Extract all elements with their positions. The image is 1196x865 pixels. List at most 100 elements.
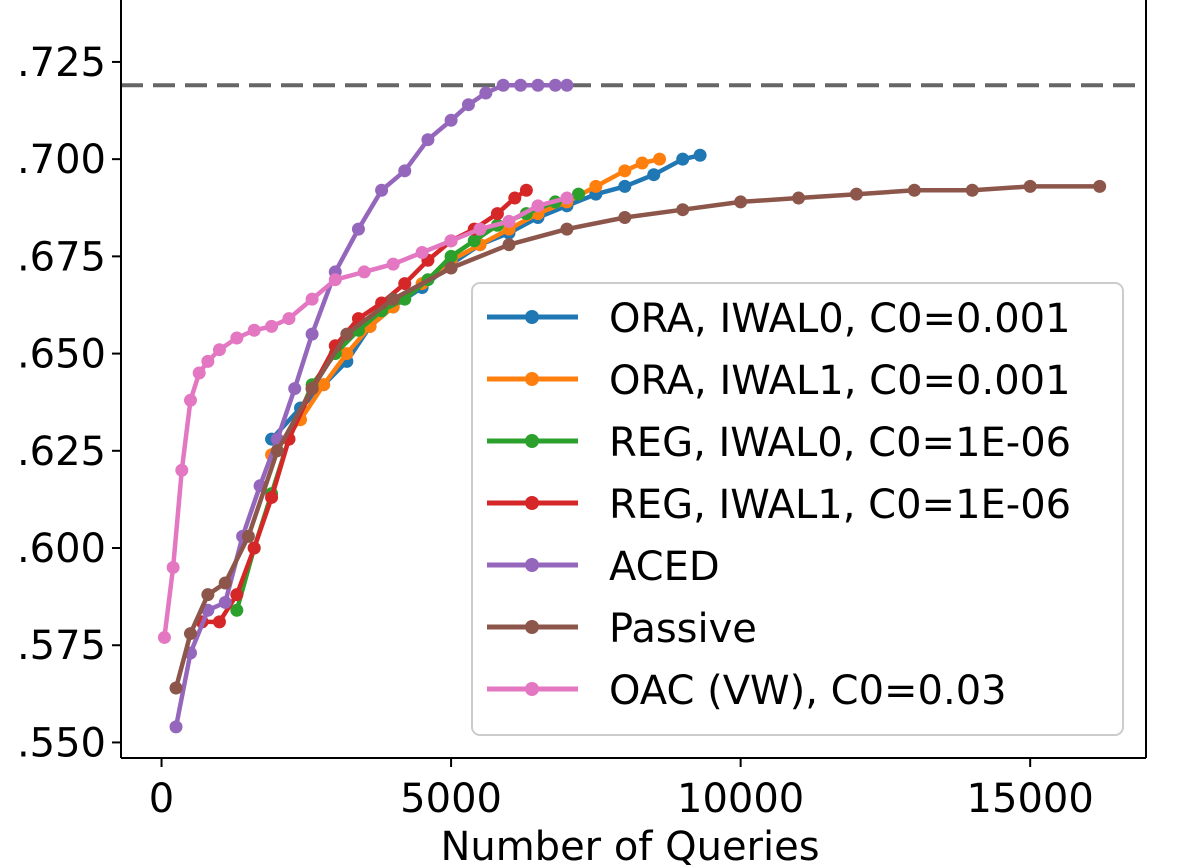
y-tick-label: .700 [17,137,106,183]
data-point [693,148,707,162]
data-point [508,191,522,205]
data-point [548,78,562,92]
data-point [421,133,435,147]
data-point [653,152,667,166]
data-point [560,191,574,205]
data-point [241,529,255,543]
data-point [183,393,197,407]
legend-swatch-marker [525,620,539,634]
data-point [571,187,585,201]
y-tick-label: .725 [17,40,106,86]
legend-swatch-marker [525,558,539,572]
data-point [340,327,354,341]
data-point [230,588,244,602]
legend-label: ORA, IWAL1, C0=0.001 [609,358,1071,404]
data-point [792,191,806,205]
data-point [473,222,487,236]
data-point [444,113,458,127]
data-point [496,78,510,92]
data-point [676,203,690,217]
data-point [247,541,261,555]
data-point [676,152,690,166]
data-point [212,615,226,629]
data-point [230,331,244,345]
series-line [269,156,662,457]
plot-content [121,78,1146,734]
y-tick-label: .575 [17,623,106,669]
data-point [169,720,183,734]
legend-item: Passive [487,606,757,652]
data-point [502,238,516,252]
legend-item: REG, IWAL1, C0=1E-06 [487,482,1071,528]
series-7 [157,191,574,644]
legend-label: OAC (VW), C0=0.03 [609,668,1007,714]
data-point [169,681,183,695]
data-point [305,292,319,306]
data-point [398,164,412,178]
data-point [519,183,533,197]
data-point [386,257,400,271]
legend-label: ACED [609,544,720,590]
data-point [230,603,244,617]
data-point [502,214,516,228]
legend-item: ORA, IWAL0, C0=0.001 [487,296,1071,342]
data-point [157,630,171,644]
x-tick-label: 15000 [967,776,1094,822]
y-tick-label: .650 [17,332,106,378]
legend-item: ACED [487,544,720,590]
data-point [444,234,458,248]
x-axis-label: Number of Queries [440,824,819,865]
data-point [398,277,412,291]
data-point [305,382,319,396]
data-point [1093,179,1107,193]
data-point [444,249,458,263]
legend-item: REG, IWAL0, C0=1E-06 [487,420,1071,466]
data-point [415,245,429,259]
y-tick-label: .675 [17,234,106,280]
axes-frame [120,0,1147,759]
data-point [444,261,458,275]
legend-label: ORA, IWAL0, C0=0.001 [609,296,1071,342]
legend-label: REG, IWAL1, C0=1E-06 [609,482,1071,528]
data-point [212,343,226,357]
data-point [305,327,319,341]
data-point [467,234,481,248]
legend-swatch-marker [525,496,539,510]
legend-label: Passive [609,606,757,652]
y-tick-label: .550 [17,720,106,766]
data-point [175,463,189,477]
data-point [288,382,302,396]
legend-item: ORA, IWAL1, C0=0.001 [487,358,1071,404]
x-tick-label: 10000 [677,776,804,822]
data-point [166,560,180,574]
data-point [340,347,354,361]
data-point [531,78,545,92]
data-point [965,183,979,197]
x-tick-label: 5000 [400,776,502,822]
legend-label: REG, IWAL0, C0=1E-06 [609,420,1071,466]
legend-swatch-marker [525,310,539,324]
data-point [1023,179,1037,193]
legend-box [471,282,1124,736]
data-point [514,78,528,92]
series-5 [169,78,574,734]
data-point [849,187,863,201]
data-point [375,183,389,197]
data-point [282,312,296,326]
data-point [265,319,279,333]
data-point [461,98,475,112]
x-tick-label: 0 [149,776,174,822]
data-point [201,588,215,602]
data-point [192,366,206,380]
legend-swatch-marker [525,372,539,386]
data-point [618,179,632,193]
data-point [265,490,279,504]
data-point [247,323,261,337]
data-point [351,222,365,236]
data-point [479,86,493,100]
data-point [618,210,632,224]
data-point [560,222,574,236]
data-point [647,168,661,182]
data-point [201,354,215,368]
data-point [218,595,232,609]
